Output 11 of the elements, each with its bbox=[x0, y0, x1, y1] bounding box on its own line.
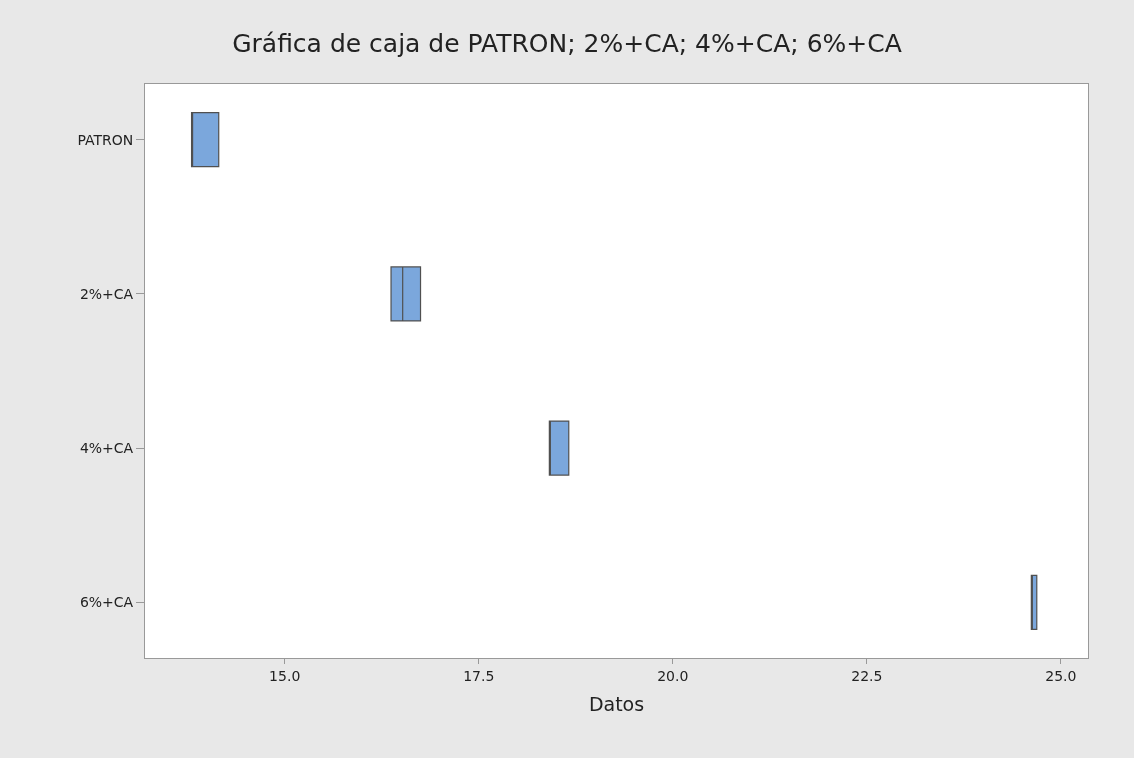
x-tick-label: 20.0 bbox=[657, 667, 689, 684]
x-tick-label: 25.0 bbox=[1045, 667, 1077, 684]
x-axis-title: Datos bbox=[588, 692, 645, 715]
chart-title: Gráfica de caja de PATRON; 2%+CA; 4%+CA; 6%+CA bbox=[232, 28, 902, 58]
y-tick-label: 6%+CA bbox=[79, 594, 134, 611]
x-tick-label: 17.5 bbox=[463, 667, 495, 684]
y-tick-label: PATRON bbox=[77, 131, 134, 148]
x-tick-label: 22.5 bbox=[851, 667, 883, 684]
y-tick-label: 4%+CA bbox=[79, 440, 134, 456]
x-tick-label: 15.0 bbox=[269, 667, 301, 684]
y-tick-label: 2%+CA bbox=[79, 285, 134, 302]
